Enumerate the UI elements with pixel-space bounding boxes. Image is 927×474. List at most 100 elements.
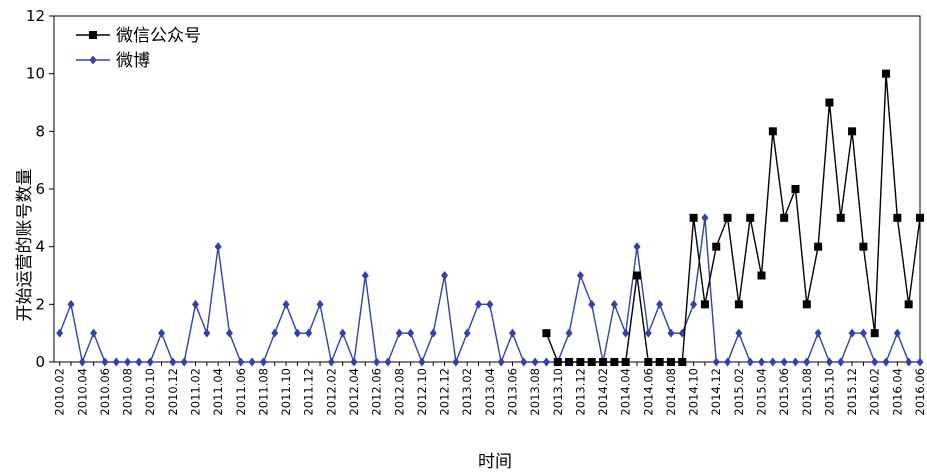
data-point xyxy=(203,328,211,338)
data-point xyxy=(905,357,913,367)
x-tick-label: 2015.12 xyxy=(845,368,859,416)
y-tick-label: 8 xyxy=(35,122,45,140)
x-tick-label: 2015.04 xyxy=(755,368,769,416)
data-point xyxy=(644,328,652,338)
data-point xyxy=(916,357,924,367)
data-point xyxy=(553,358,562,366)
x-tick-label: 2012.10 xyxy=(415,368,429,416)
data-point xyxy=(656,299,664,309)
x-tick-label: 2013.06 xyxy=(505,368,519,416)
data-point xyxy=(327,357,335,367)
data-point xyxy=(768,127,777,136)
data-point xyxy=(531,357,539,367)
y-tick-label: 10 xyxy=(26,65,45,83)
data-point xyxy=(802,300,811,309)
data-point xyxy=(655,358,664,366)
legend-marker xyxy=(89,55,97,65)
x-tick-label: 2014.04 xyxy=(619,368,633,416)
data-point xyxy=(780,357,788,367)
data-point xyxy=(836,213,845,222)
data-point xyxy=(158,328,166,338)
data-point xyxy=(633,242,641,252)
data-point xyxy=(588,299,596,309)
x-tick-label: 2013.04 xyxy=(483,368,497,416)
x-tick-label: 2016.04 xyxy=(890,368,904,416)
data-point xyxy=(350,357,358,367)
data-point xyxy=(90,328,98,338)
data-point xyxy=(293,328,301,338)
series-wechat xyxy=(542,69,924,366)
plot-border xyxy=(53,15,921,363)
x-tick-label: 2015.10 xyxy=(822,368,836,416)
x-tick-label: 2012.04 xyxy=(347,368,361,416)
data-point xyxy=(112,357,120,367)
data-point xyxy=(248,357,256,367)
data-point xyxy=(871,357,879,367)
x-tick-label: 2014.10 xyxy=(687,368,701,416)
data-point xyxy=(282,299,290,309)
x-tick-label: 2011.02 xyxy=(189,368,203,416)
data-point xyxy=(237,357,245,367)
data-point xyxy=(463,328,471,338)
data-point xyxy=(565,358,574,366)
x-tick-label: 2011.06 xyxy=(234,368,248,416)
data-point xyxy=(565,328,573,338)
x-tick-label: 2014.02 xyxy=(596,368,610,416)
data-point xyxy=(893,328,901,338)
data-point xyxy=(587,358,596,366)
legend-marker xyxy=(89,31,97,39)
legend-item: 微博 xyxy=(76,51,150,71)
data-point xyxy=(814,242,823,251)
x-tick-label: 2011.04 xyxy=(211,368,225,416)
data-point xyxy=(723,213,732,222)
data-point xyxy=(904,300,913,309)
data-point xyxy=(67,299,75,309)
y-tick-label: 12 xyxy=(26,7,45,25)
data-point xyxy=(259,357,267,367)
y-tick-label: 0 xyxy=(35,353,45,371)
data-point xyxy=(700,300,709,309)
data-point xyxy=(622,328,630,338)
data-point xyxy=(520,357,528,367)
data-point xyxy=(316,299,324,309)
data-point xyxy=(395,328,403,338)
data-point xyxy=(632,271,641,280)
data-point xyxy=(508,328,516,338)
data-point xyxy=(882,69,891,78)
data-point xyxy=(689,213,698,222)
data-point xyxy=(859,328,867,338)
data-point xyxy=(859,242,868,251)
data-point xyxy=(848,127,857,136)
data-point xyxy=(497,357,505,367)
x-tick-label: 2013.10 xyxy=(551,368,565,416)
data-point xyxy=(576,271,584,280)
y-axis-title: 开始运营的账号数量 xyxy=(15,169,35,322)
series-weibo xyxy=(56,213,924,367)
x-tick-label: 2016.06 xyxy=(913,368,927,416)
data-point xyxy=(225,328,233,338)
x-tick-label: 2011.12 xyxy=(302,368,316,416)
x-tick-label: 2013.02 xyxy=(460,368,474,416)
data-point xyxy=(192,299,200,309)
data-point xyxy=(214,242,222,252)
y-tick-label: 2 xyxy=(35,295,45,313)
data-point xyxy=(407,328,415,338)
x-tick-label: 2014.06 xyxy=(641,368,655,416)
x-tick-label: 2011.08 xyxy=(256,368,270,416)
data-point xyxy=(599,358,608,366)
series-line xyxy=(545,73,921,363)
x-tick-label: 2016.02 xyxy=(868,368,882,416)
data-point xyxy=(746,357,754,367)
data-point xyxy=(135,357,143,367)
x-tick-label: 2012.08 xyxy=(392,368,406,416)
data-point xyxy=(146,357,154,367)
plot-area xyxy=(53,15,921,363)
data-point xyxy=(475,299,483,309)
data-point xyxy=(882,357,890,367)
y-tick-label: 4 xyxy=(35,238,45,256)
legend-item: 微信公众号 xyxy=(76,26,201,46)
data-point xyxy=(701,213,709,223)
data-point xyxy=(101,357,109,367)
